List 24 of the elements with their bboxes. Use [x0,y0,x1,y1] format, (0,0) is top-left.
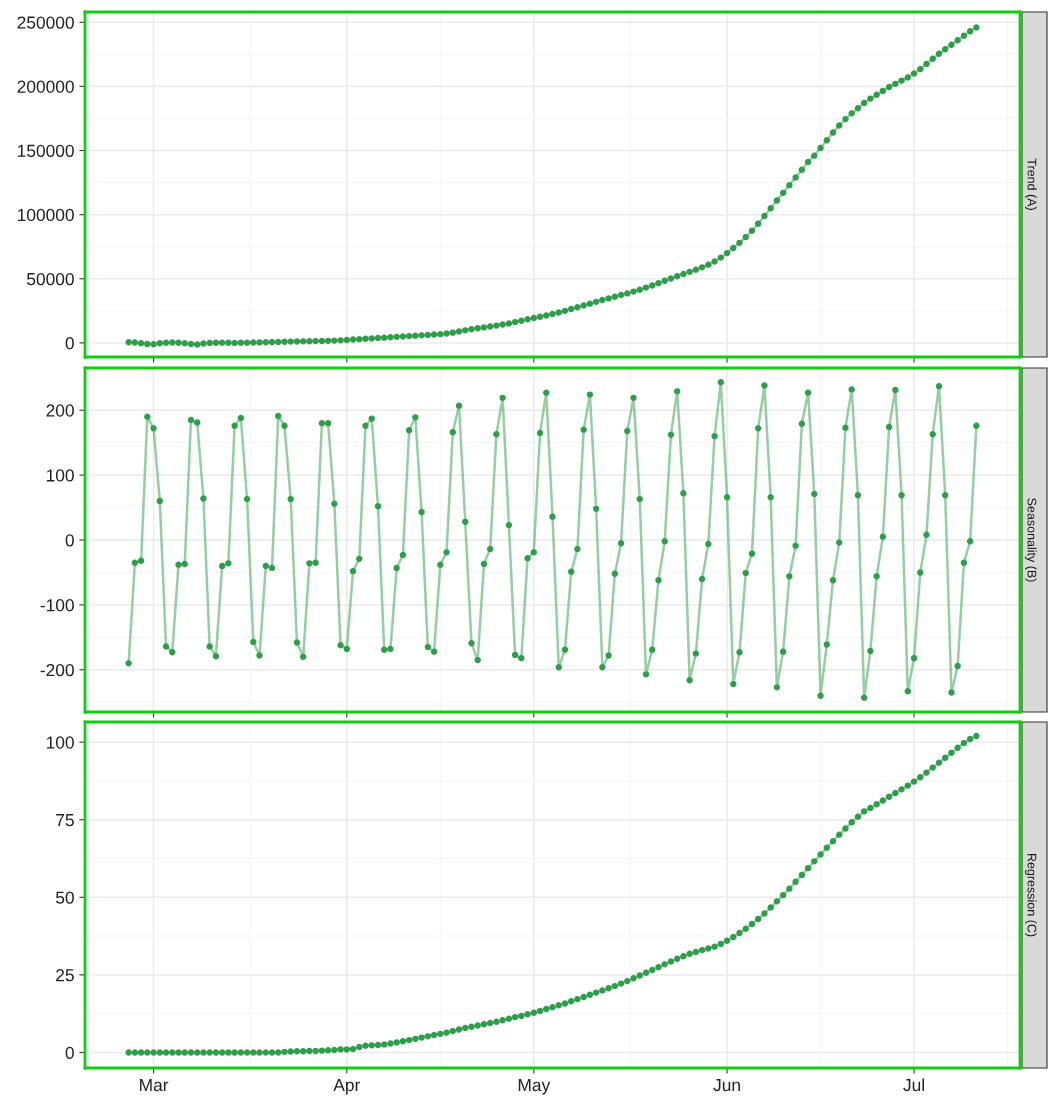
y2-axis-title: Regression (C) [1025,854,1037,937]
y-tick-label: 200000 [17,80,74,93]
y-tick-label: 50000 [27,272,74,286]
y-tick-label: 25 [56,969,74,982]
y-tick-label: 0 [65,1046,74,1059]
y-tick-label: 150000 [17,144,74,157]
y-tick-label: 100 [46,469,74,482]
y-tick-label: -100 [40,599,74,612]
y-tick-label: 200 [46,404,74,417]
y-tick-label: 100 [46,736,74,749]
y-tick-label: 100000 [17,208,74,222]
y-tick-label: 0 [65,337,74,350]
x-tick-label: Mar [140,1079,169,1092]
y-tick-label: 75 [56,814,74,827]
x-tick-label: Apr [333,1079,361,1095]
x-tick-label: May [518,1079,551,1095]
y2-axis-title: Trend (A) [1025,158,1037,210]
y2-axis-title: Seasonality (B) [1025,498,1037,582]
x-tick-label: Jul [903,1078,924,1092]
y-tick-label: 250000 [17,16,74,29]
y-tick-label: 0 [65,534,74,547]
y-tick-label: 50 [55,891,74,904]
x-tick-label: Jun [713,1079,740,1092]
y-tick-label: -200 [40,663,74,677]
